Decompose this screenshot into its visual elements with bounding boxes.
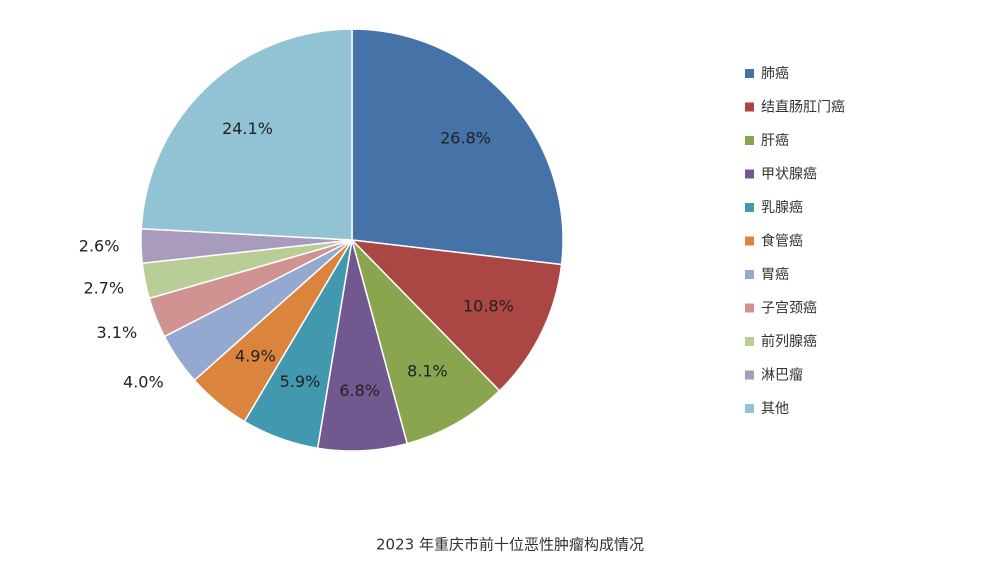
pie-slice — [140, 28, 353, 241]
pie-slice — [351, 28, 564, 266]
legend-label: 胃癌 — [761, 267, 789, 283]
legend-swatch — [745, 203, 754, 212]
data-label: 2.6% — [79, 237, 120, 256]
legend-swatch — [745, 270, 754, 279]
legend-label: 食管癌 — [761, 233, 803, 250]
legend-swatch — [745, 337, 754, 346]
data-label: 10.8% — [463, 296, 514, 315]
legend-label: 肝癌 — [761, 133, 789, 149]
legend-label: 其他 — [761, 401, 789, 417]
legend-label: 肺癌 — [761, 66, 789, 82]
data-label: 3.1% — [97, 323, 138, 342]
pie-slice — [349, 239, 563, 392]
legend-swatch — [745, 69, 754, 78]
data-label: 24.1% — [222, 119, 273, 138]
legend-label: 前列腺癌 — [761, 333, 817, 350]
chart-title: 2023 年重庆市前十位恶性肿瘤构成情况 — [376, 536, 644, 554]
legend-label: 乳腺癌 — [761, 200, 803, 216]
data-label: 26.8% — [440, 129, 491, 148]
data-label: 4.9% — [235, 347, 276, 366]
legend-label: 结直肠肛门癌 — [761, 99, 845, 116]
data-label: 5.9% — [280, 372, 321, 391]
legend-swatch — [745, 102, 754, 112]
legend-swatch — [745, 136, 754, 145]
data-label: 8.1% — [407, 361, 448, 380]
data-label: 2.7% — [83, 279, 124, 298]
legend-label: 淋巴瘤 — [761, 367, 803, 384]
legend-swatch — [745, 303, 754, 313]
legend-label: 子宫颈癌 — [761, 301, 817, 317]
legend-swatch — [745, 404, 754, 413]
data-label: 6.8% — [339, 381, 380, 400]
legend-swatch — [745, 370, 754, 380]
pie-slice — [350, 237, 501, 445]
legend-swatch — [745, 169, 754, 179]
data-label: 4.0% — [123, 373, 164, 392]
legend-label: 甲状腺癌 — [761, 167, 817, 183]
legend-swatch — [745, 236, 754, 246]
